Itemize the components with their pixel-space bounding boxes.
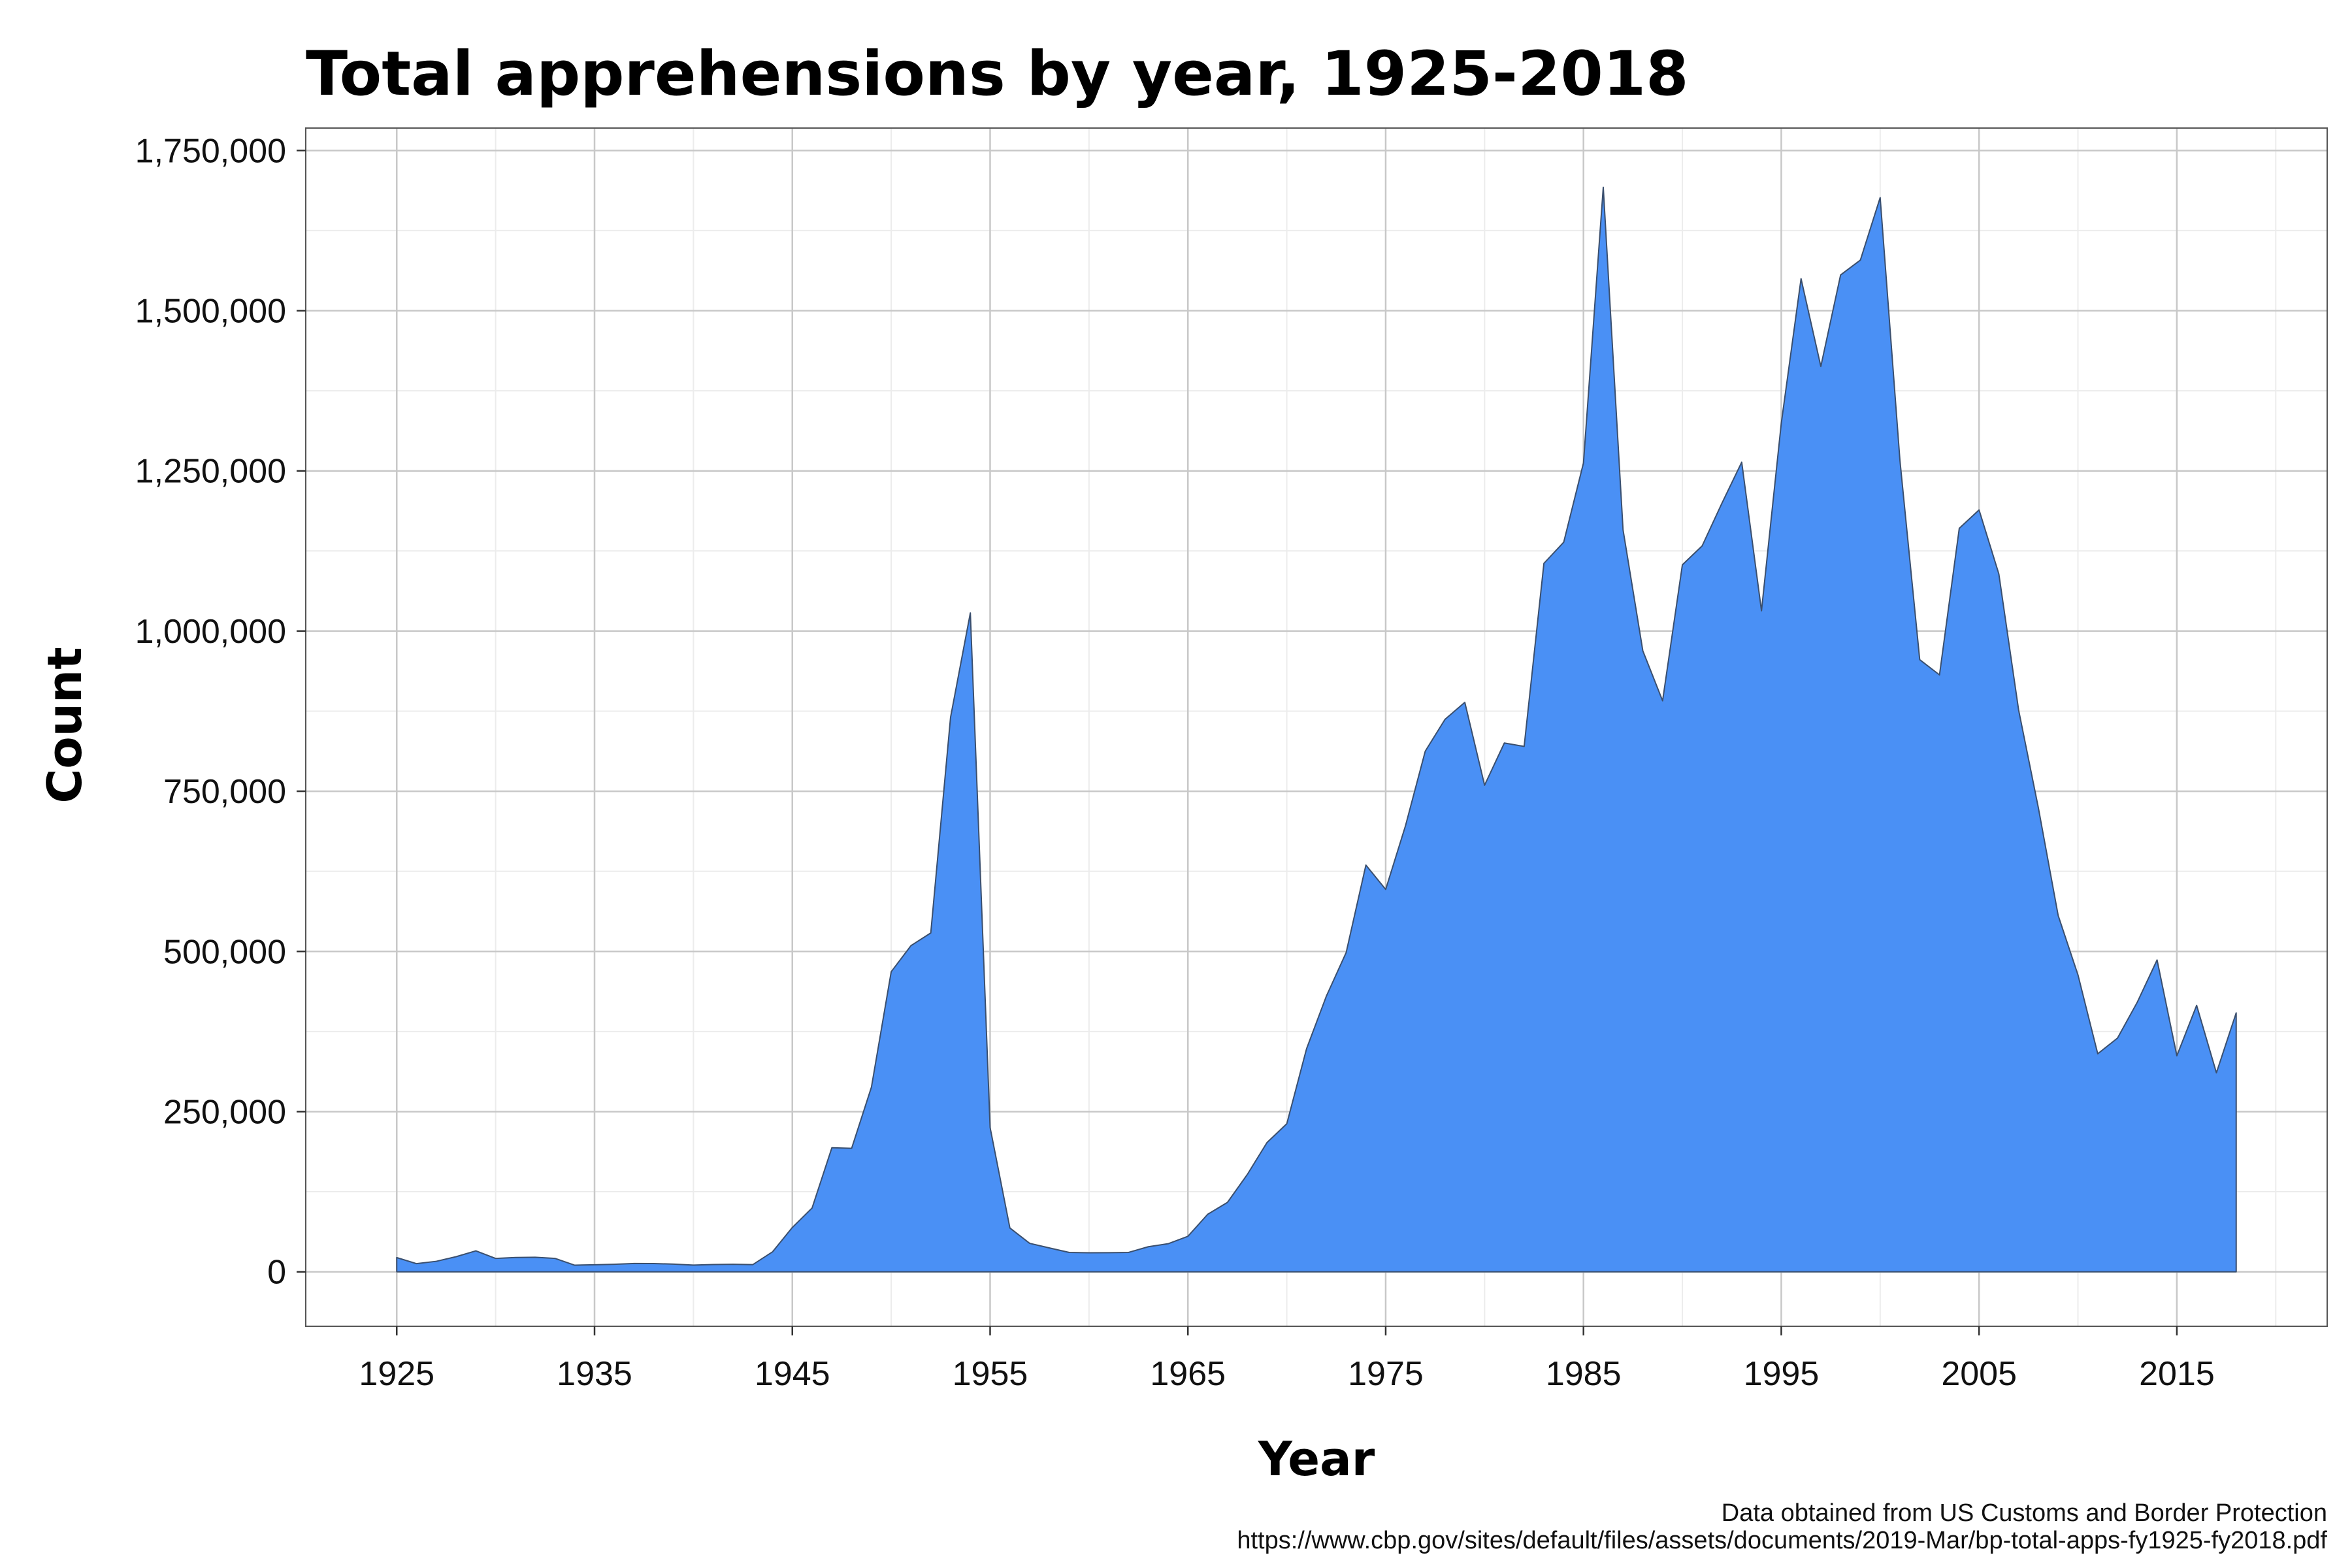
- x-tick-label: 1995: [1744, 1355, 1820, 1393]
- x-tick-label: 2015: [2139, 1355, 2215, 1393]
- y-tick-label: 750,000: [163, 773, 286, 811]
- y-tick-label: 1,750,000: [135, 132, 286, 170]
- y-tick-label: 500,000: [163, 933, 286, 971]
- caption-source: Data obtained from US Customs and Border…: [1722, 1499, 2327, 1527]
- x-axis: 1925 1935 1945 1955 1965 1975 1985 1995 2005 2015: [359, 1326, 2215, 1393]
- x-tick-label: 1935: [557, 1355, 632, 1393]
- y-tick-label: 0: [267, 1254, 286, 1292]
- y-axis-title: Count: [37, 647, 92, 803]
- y-axis: 0 250,000 500,000 750,000 1,000,000 1,250,000…: [135, 132, 306, 1292]
- plot-border: [305, 127, 2328, 1327]
- y-tick-label: 250,000: [163, 1093, 286, 1131]
- x-tick-label: 1985: [1546, 1355, 1622, 1393]
- y-tick-label: 1,000,000: [135, 613, 286, 651]
- x-tick-label: 2005: [1941, 1355, 2017, 1393]
- chart-title: Total apprehensions by year, 1925-2018: [306, 39, 1689, 110]
- x-tick-label: 1975: [1348, 1355, 1424, 1393]
- caption-url: https://www.cbp.gov/sites/default/files/…: [1237, 1527, 2327, 1554]
- x-tick-label: 1945: [755, 1355, 830, 1393]
- x-axis-title: Year: [1258, 1431, 1375, 1486]
- x-tick-label: 1925: [359, 1355, 434, 1393]
- x-tick-label: 1965: [1150, 1355, 1226, 1393]
- y-tick-label: 1,500,000: [135, 293, 286, 331]
- plot-area: [305, 127, 2328, 1327]
- y-tick-label: 1,250,000: [135, 453, 286, 491]
- apprehensions-area: [396, 186, 2237, 1273]
- x-tick-label: 1955: [953, 1355, 1028, 1393]
